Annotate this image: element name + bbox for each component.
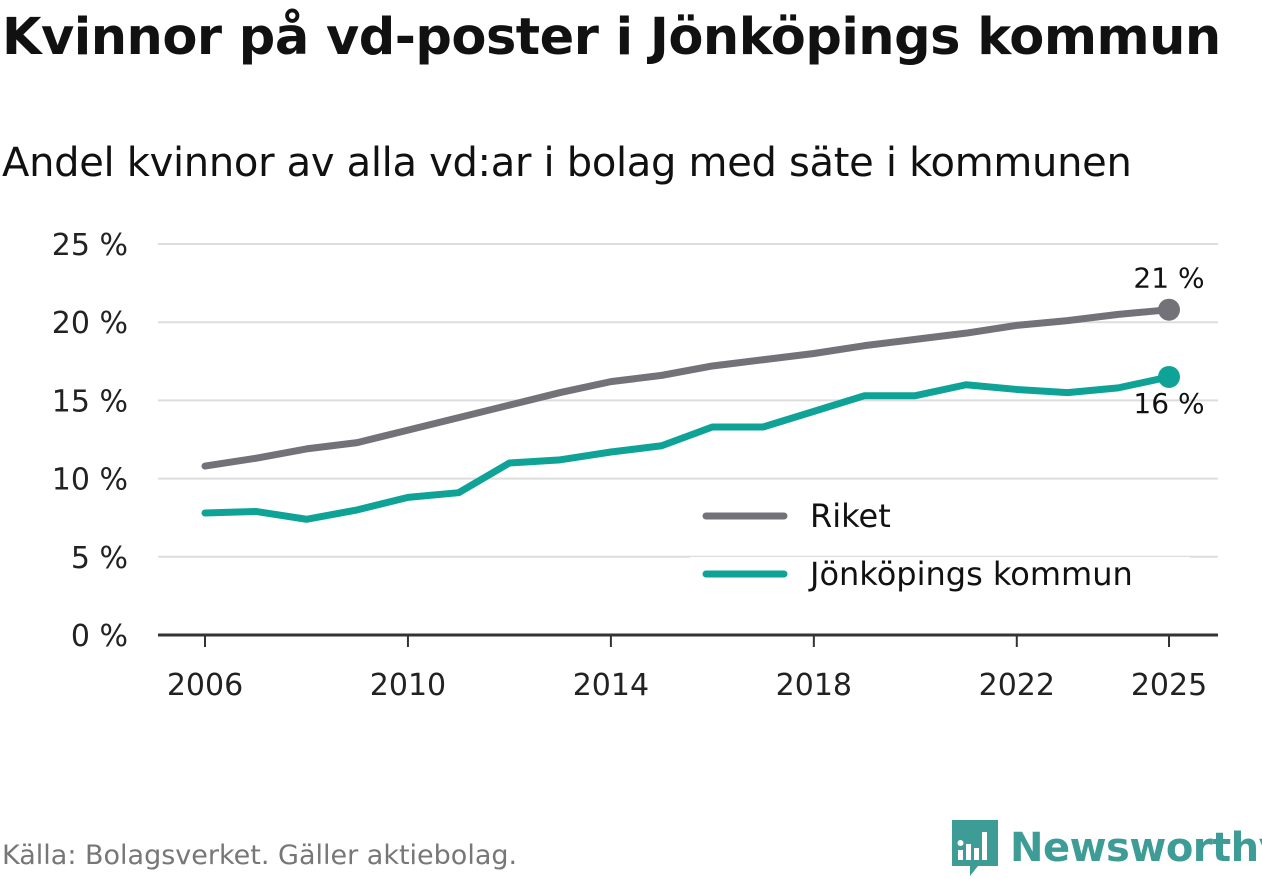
x-tick-label: 2022 bbox=[979, 668, 1055, 703]
chart-subtitle: Andel kvinnor av alla vd:ar i bolag med … bbox=[2, 140, 1132, 186]
x-tick-label: 2018 bbox=[776, 668, 852, 703]
y-tick-label: 10 % bbox=[52, 463, 128, 498]
y-axis-ticks: 0 % 5 % 10 % 15 % 20 % 25 % bbox=[52, 228, 128, 654]
series: 21 % 16 % bbox=[201, 262, 1205, 523]
y-tick-label: 20 % bbox=[52, 306, 128, 341]
x-tick-label: 2010 bbox=[370, 668, 446, 703]
x-axis-ticks: 2006 2010 2014 2018 2022 2025 bbox=[167, 635, 1207, 703]
y-tick-label: 15 % bbox=[52, 384, 128, 419]
x-tick-label: 2025 bbox=[1131, 668, 1207, 703]
series-end-label: 16 % bbox=[1133, 387, 1204, 420]
source-note: Källa: Bolagsverket. Gäller aktiebolag. bbox=[2, 840, 518, 871]
x-tick-label: 2006 bbox=[167, 668, 243, 703]
series-line-riket bbox=[201, 306, 1173, 470]
legend: Riket Jönköpings kommun bbox=[690, 497, 1190, 597]
brand-logo: Newsworthy bbox=[950, 818, 1262, 878]
series-end-point bbox=[1158, 365, 1180, 388]
series-end-label: 21 % bbox=[1133, 262, 1204, 295]
x-tick-label: 2014 bbox=[573, 668, 649, 703]
newsworthy-logo-icon bbox=[952, 820, 998, 876]
y-tick-label: 0 % bbox=[71, 619, 128, 654]
legend-label: Jönköpings kommun bbox=[808, 555, 1133, 593]
chart-title: Kvinnor på vd-poster i Jönköpings kommun bbox=[2, 8, 1221, 67]
brand-name: Newsworthy bbox=[1010, 825, 1262, 871]
y-tick-label: 25 % bbox=[52, 228, 128, 263]
series-line-jonkoping bbox=[201, 373, 1173, 523]
y-tick-label: 5 % bbox=[71, 541, 128, 576]
legend-label: Riket bbox=[810, 497, 891, 535]
series-end-point bbox=[1158, 298, 1180, 321]
